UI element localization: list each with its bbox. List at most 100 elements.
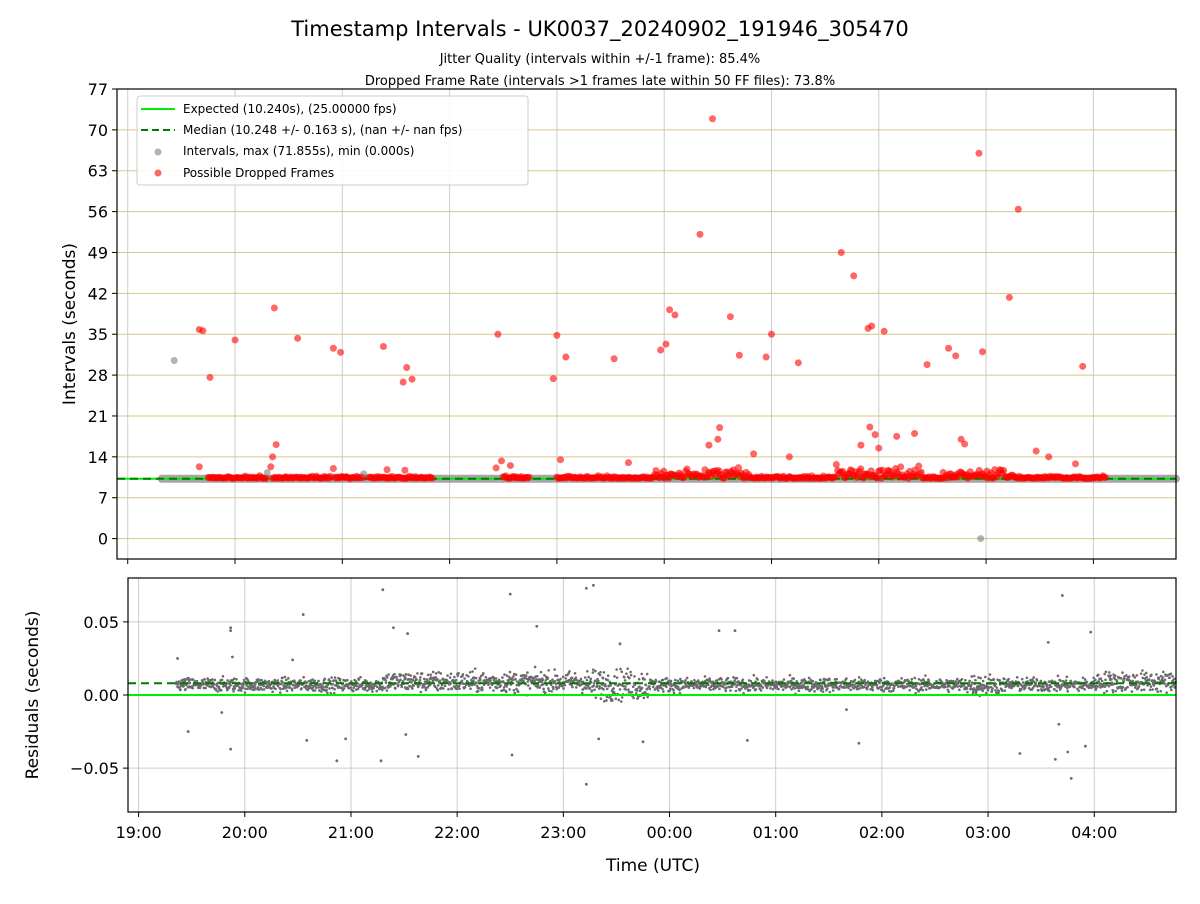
residual-point: [822, 690, 825, 693]
residual-point: [284, 676, 287, 679]
residual-point: [404, 677, 407, 680]
residual-point: [1153, 684, 1156, 687]
legend-intervals-label: Intervals, max (71.855s), min (0.000s): [183, 144, 414, 158]
residual-point: [326, 692, 329, 695]
intervals-y-label: Intervals (seconds): [60, 243, 80, 405]
residual-point: [662, 690, 665, 693]
residual-point: [709, 688, 712, 691]
residual-point: [405, 673, 408, 676]
residual-point: [989, 673, 992, 676]
intervals-y-tick-label: 56: [88, 203, 108, 222]
residual-point: [741, 678, 744, 681]
residuals-x-tick-label: 03:00: [965, 823, 1011, 842]
residual-point: [1035, 682, 1038, 685]
dropped-frame-point: [768, 331, 775, 338]
residual-point: [458, 685, 461, 688]
residual-point: [973, 675, 976, 678]
residual-point: [392, 626, 395, 629]
residual-point: [964, 679, 967, 682]
dropped-frame-point: [400, 379, 407, 386]
residual-point: [620, 700, 623, 703]
residual-point: [1054, 758, 1057, 761]
residual-point: [386, 676, 389, 679]
residual-point: [455, 679, 458, 682]
residual-point: [808, 677, 811, 680]
dropped-frame-point: [553, 332, 560, 339]
residual-point: [699, 687, 702, 690]
dropped-frame-point: [961, 440, 968, 447]
dropped-frame-point: [507, 462, 514, 469]
residual-point: [947, 691, 950, 694]
residual-point: [458, 687, 461, 690]
residual-point: [469, 687, 472, 690]
residual-point: [562, 687, 565, 690]
residual-point: [346, 679, 349, 682]
dropped-frame-point: [881, 328, 888, 335]
residual-point: [600, 697, 603, 700]
residual-point: [431, 680, 434, 683]
residual-point: [893, 687, 896, 690]
residual-point: [643, 697, 646, 700]
residual-point: [525, 674, 528, 677]
dropped-frame-point: [206, 374, 213, 381]
residual-point: [332, 683, 335, 686]
residual-point: [1017, 685, 1020, 688]
residual-point: [638, 678, 641, 681]
residual-point: [911, 678, 914, 681]
residual-point: [300, 687, 303, 690]
residual-point: [1084, 678, 1087, 681]
residual-point: [288, 686, 291, 689]
residual-point: [652, 686, 655, 689]
residual-point: [679, 678, 682, 681]
residual-point: [262, 685, 265, 688]
dropped-frame-point: [893, 433, 900, 440]
residual-point: [267, 680, 270, 683]
residual-point: [792, 677, 795, 680]
residual-point: [928, 680, 931, 683]
residual-point: [970, 684, 973, 687]
residual-point: [541, 679, 544, 682]
residual-point: [859, 687, 862, 690]
residual-point: [299, 679, 302, 682]
residual-point: [777, 688, 780, 691]
residual-point: [1122, 686, 1125, 689]
dropped-frame-point: [1000, 467, 1007, 474]
residual-point: [302, 613, 305, 616]
residual-point: [333, 688, 336, 691]
residual-point: [619, 688, 622, 691]
dropped-frame-point: [979, 348, 986, 355]
dropped-frame-point: [1045, 453, 1052, 460]
residual-point: [1170, 685, 1173, 688]
residual-point: [381, 588, 384, 591]
residual-point: [1022, 681, 1025, 684]
residual-point: [968, 680, 971, 683]
residual-point: [674, 679, 677, 682]
residual-point: [495, 677, 498, 680]
dropped-frame-point: [494, 331, 501, 338]
residual-point: [492, 689, 495, 692]
residual-point: [1042, 685, 1045, 688]
residual-point: [908, 689, 911, 692]
residual-point: [1131, 690, 1134, 693]
residual-point: [386, 689, 389, 692]
residual-point: [1170, 689, 1173, 692]
residual-point: [471, 670, 474, 673]
residual-point: [444, 685, 447, 688]
residual-point: [1104, 679, 1107, 682]
dropped-frame-point: [273, 441, 280, 448]
residual-point: [184, 688, 187, 691]
residual-point: [235, 678, 238, 681]
residual-point: [966, 691, 969, 694]
residual-point: [1143, 688, 1146, 691]
residual-point: [188, 682, 191, 685]
residual-point: [995, 686, 998, 689]
residual-point: [631, 691, 634, 694]
residual-point: [1055, 690, 1058, 693]
residuals-x-tick-label: 23:00: [540, 823, 586, 842]
residual-point: [646, 696, 649, 699]
residual-point: [1089, 631, 1092, 634]
dropped-frame-point: [330, 345, 337, 352]
residual-point: [611, 699, 614, 702]
residual-point: [878, 682, 881, 685]
